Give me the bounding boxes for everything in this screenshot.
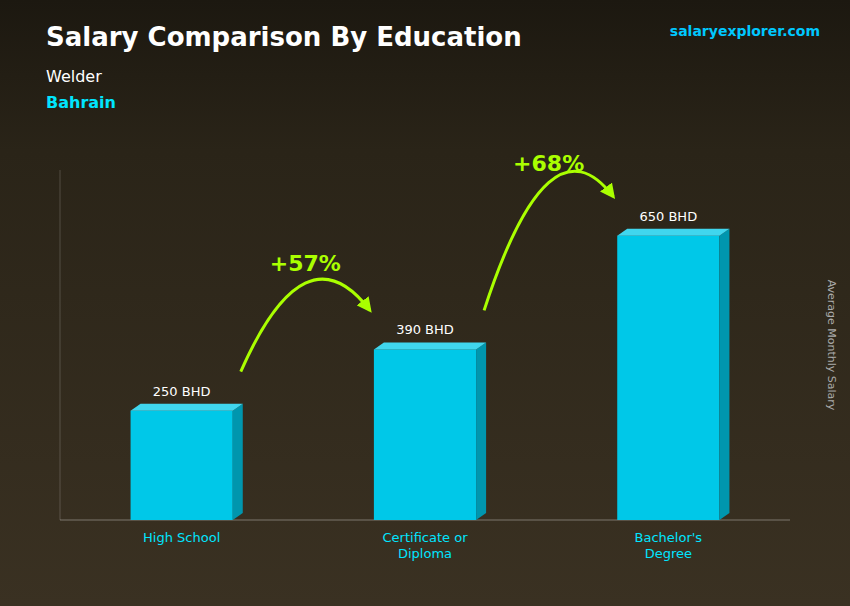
x-tick-label-line: Bachelor's: [635, 530, 703, 545]
x-tick-label: Bachelor'sDegree: [635, 530, 703, 561]
x-tick-label-line: Certificate or: [383, 530, 469, 545]
y-axis-line: [60, 170, 61, 520]
chart: 250 BHD 390 BHD 650 BHD High School Certific…: [0, 0, 850, 606]
bar-top: [131, 404, 243, 411]
x-tick-label-line: High School: [143, 530, 220, 545]
annotation: +68%: [513, 151, 584, 176]
x-tick-label-line: Degree: [645, 546, 692, 561]
bars: [131, 229, 730, 520]
x-tick-label: Certificate orDiploma: [383, 530, 469, 561]
subtitle: Welder: [46, 67, 102, 86]
x-tick-label-line: Diploma: [398, 546, 452, 561]
background: [0, 0, 850, 606]
bar-top: [617, 229, 729, 236]
bar: [131, 411, 233, 520]
bar-top: [374, 342, 486, 349]
annotation-arrow: [241, 279, 370, 371]
y-axis-label: Average Monthly Salary: [825, 280, 838, 411]
bar-side: [476, 342, 486, 520]
data-label: 250 BHD: [153, 384, 211, 399]
bar: [374, 349, 476, 520]
x-tick-label: High School: [143, 530, 220, 545]
title: Salary Comparison By Education: [46, 22, 522, 52]
watermark: salaryexplorer.com: [670, 23, 820, 39]
annotation: +57%: [270, 251, 341, 276]
bar: [617, 236, 719, 520]
bar-side: [233, 404, 243, 520]
bar-side: [719, 229, 729, 520]
data-label: 650 BHD: [640, 209, 698, 224]
data-label: 390 BHD: [396, 322, 454, 337]
annotation-arrow: [484, 171, 613, 310]
subtitle: Bahrain: [46, 93, 116, 112]
